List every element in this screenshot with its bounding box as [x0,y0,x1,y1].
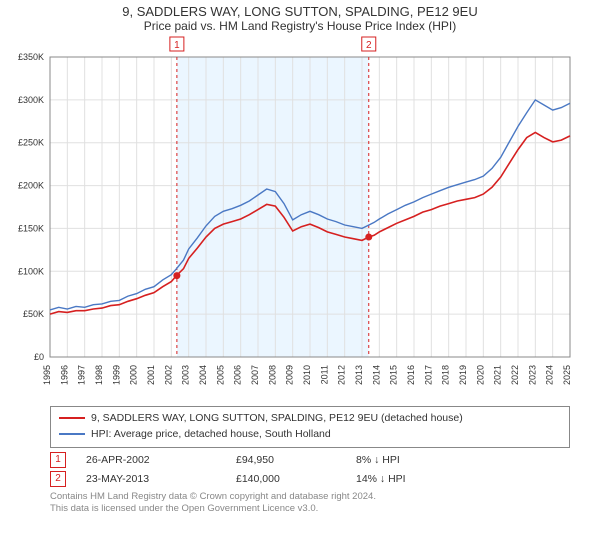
x-tick-label: 2011 [319,365,329,384]
legend-item: 9, SADDLERS WAY, LONG SUTTON, SPALDING, … [59,411,561,427]
x-tick-label: 1999 [111,365,121,385]
x-tick-label: 2022 [510,365,520,385]
sale-date: 26-APR-2002 [86,454,236,466]
legend-label: 9, SADDLERS WAY, LONG SUTTON, SPALDING, … [91,412,463,424]
legend-item: HPI: Average price, detached house, Sout… [59,427,561,443]
page-subtitle: Price paid vs. HM Land Registry's House … [0,19,600,35]
sale-diff: 14% ↓ HPI [356,473,570,485]
x-tick-label: 2010 [302,365,312,385]
legend-label: HPI: Average price, detached house, Sout… [91,428,331,440]
sale-row-badge: 2 [50,471,66,487]
x-tick-label: 2021 [493,365,503,385]
y-tick-label: £200K [18,181,44,191]
x-tick-label: 1998 [94,365,104,385]
legend-swatch [59,433,85,435]
sale-marker-dot [173,272,180,279]
x-tick-label: 1996 [59,365,69,385]
sale-badge-label: 2 [366,40,372,51]
x-tick-label: 2013 [354,365,364,385]
x-tick-label: 2020 [475,365,485,385]
y-tick-label: £100K [18,266,44,276]
legend-swatch [59,417,85,419]
sale-row: 2 23-MAY-2013£140,00014% ↓ HPI [50,471,570,487]
x-tick-label: 2005 [215,365,225,385]
x-tick-label: 2019 [458,365,468,385]
x-tick-label: 2006 [233,365,243,385]
sale-row: 1 26-APR-2002£94,9508% ↓ HPI [50,452,570,468]
x-tick-label: 2012 [337,365,347,385]
x-tick-label: 2014 [371,365,381,385]
sale-marker-dot [365,234,372,241]
x-tick-label: 2018 [441,365,451,385]
x-tick-label: 2007 [250,365,260,385]
page-title: 9, SADDLERS WAY, LONG SUTTON, SPALDING, … [0,0,600,19]
y-tick-label: £150K [18,223,44,233]
x-tick-label: 2025 [562,365,572,385]
x-tick-label: 2015 [389,365,399,385]
x-tick-label: 2001 [146,365,156,385]
x-tick-label: 2024 [545,365,555,385]
x-tick-label: 2008 [267,365,277,385]
x-tick-label: 2023 [527,365,537,385]
x-tick-label: 1995 [42,365,52,385]
sale-date: 23-MAY-2013 [86,473,236,485]
x-tick-label: 1997 [77,365,87,385]
y-tick-label: £350K [18,52,44,62]
sale-row-badge: 1 [50,452,66,468]
x-tick-label: 2004 [198,365,208,385]
price-chart: £0 £50K £100K £150K £200K £250K £300K £350K 1995… [0,35,600,395]
y-tick-label: £300K [18,95,44,105]
x-tick-label: 2003 [181,365,191,385]
x-tick-label: 2016 [406,365,416,385]
sale-badge-label: 1 [174,40,180,51]
y-tick-label: £0 [34,352,44,362]
x-tick-label: 2000 [129,365,139,385]
sale-diff: 8% ↓ HPI [356,454,570,466]
sale-price: £94,950 [236,454,356,466]
x-tick-label: 2002 [163,365,173,385]
x-tick-label: 2017 [423,365,433,385]
legend: 9, SADDLERS WAY, LONG SUTTON, SPALDING, … [50,406,570,448]
y-tick-label: £250K [18,138,44,148]
copyright: Contains HM Land Registry data © Crown c… [50,491,570,516]
sale-price: £140,000 [236,473,356,485]
copyright-line2: This data is licensed under the Open Gov… [50,503,318,514]
x-tick-label: 2009 [285,365,295,385]
y-tick-label: £50K [23,309,44,319]
copyright-line1: Contains HM Land Registry data © Crown c… [50,491,376,502]
